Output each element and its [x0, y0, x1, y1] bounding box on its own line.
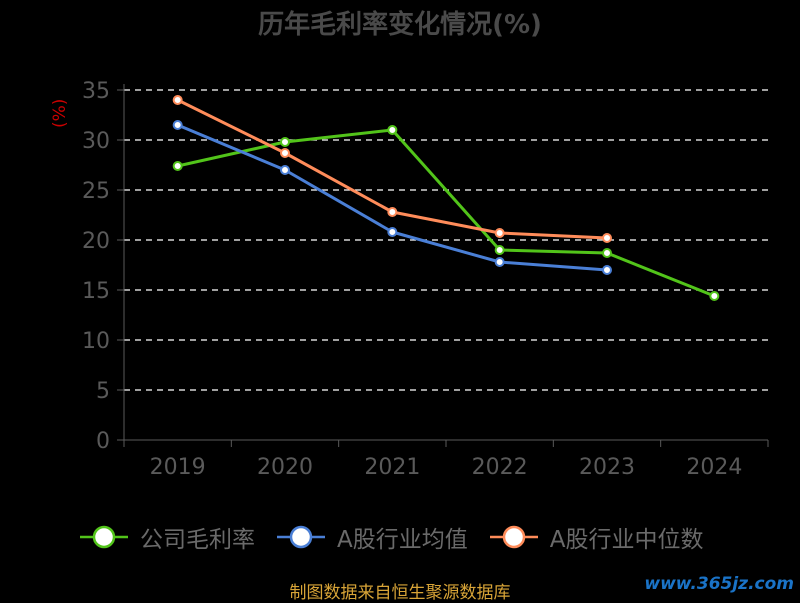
- data-point: [603, 234, 611, 242]
- data-point: [603, 249, 611, 257]
- data-point: [174, 121, 182, 129]
- x-tick-label: 2019: [150, 455, 206, 480]
- data-point: [281, 149, 289, 157]
- data-point: [281, 166, 289, 174]
- data-point: [496, 229, 504, 237]
- series-line-1: [178, 130, 715, 296]
- watermark: www.365jz.com: [644, 574, 794, 594]
- data-point: [603, 266, 611, 274]
- legend-item[interactable]: A股行业均值: [277, 520, 468, 554]
- legend-label: A股行业中位数: [550, 520, 704, 554]
- x-tick-label: 2020: [257, 455, 313, 480]
- y-tick-label: 0: [96, 429, 110, 454]
- y-tick-label: 15: [82, 279, 110, 304]
- y-tick-label: 30: [82, 129, 110, 154]
- y-tick-label: 25: [82, 179, 110, 204]
- legend-label: A股行业均值: [337, 520, 468, 554]
- data-point: [710, 292, 718, 300]
- data-point: [174, 96, 182, 104]
- legend-item[interactable]: A股行业中位数: [490, 520, 704, 554]
- y-tick-label: 10: [82, 329, 110, 354]
- data-point: [496, 246, 504, 254]
- legend-marker-icon: [80, 525, 128, 549]
- legend-marker-icon: [277, 525, 325, 549]
- series-line-2: [178, 125, 607, 270]
- y-tick-label: 5: [96, 379, 110, 404]
- legend-label: 公司毛利率: [140, 520, 255, 554]
- x-tick-label: 2021: [364, 455, 420, 480]
- series-line-3: [178, 100, 607, 238]
- data-point: [388, 126, 396, 134]
- legend-marker-icon: [490, 525, 538, 549]
- data-point: [496, 258, 504, 266]
- legend: 公司毛利率 A股行业均值 A股行业中位数: [80, 520, 703, 554]
- legend-item[interactable]: 公司毛利率: [80, 520, 255, 554]
- data-point: [174, 162, 182, 170]
- data-point: [388, 228, 396, 236]
- y-tick-label: 20: [82, 229, 110, 254]
- data-point: [388, 208, 396, 216]
- x-tick-label: 2023: [579, 455, 635, 480]
- x-tick-label: 2024: [686, 455, 742, 480]
- x-tick-label: 2022: [472, 455, 528, 480]
- data-point: [281, 138, 289, 146]
- y-tick-label: 35: [82, 79, 110, 104]
